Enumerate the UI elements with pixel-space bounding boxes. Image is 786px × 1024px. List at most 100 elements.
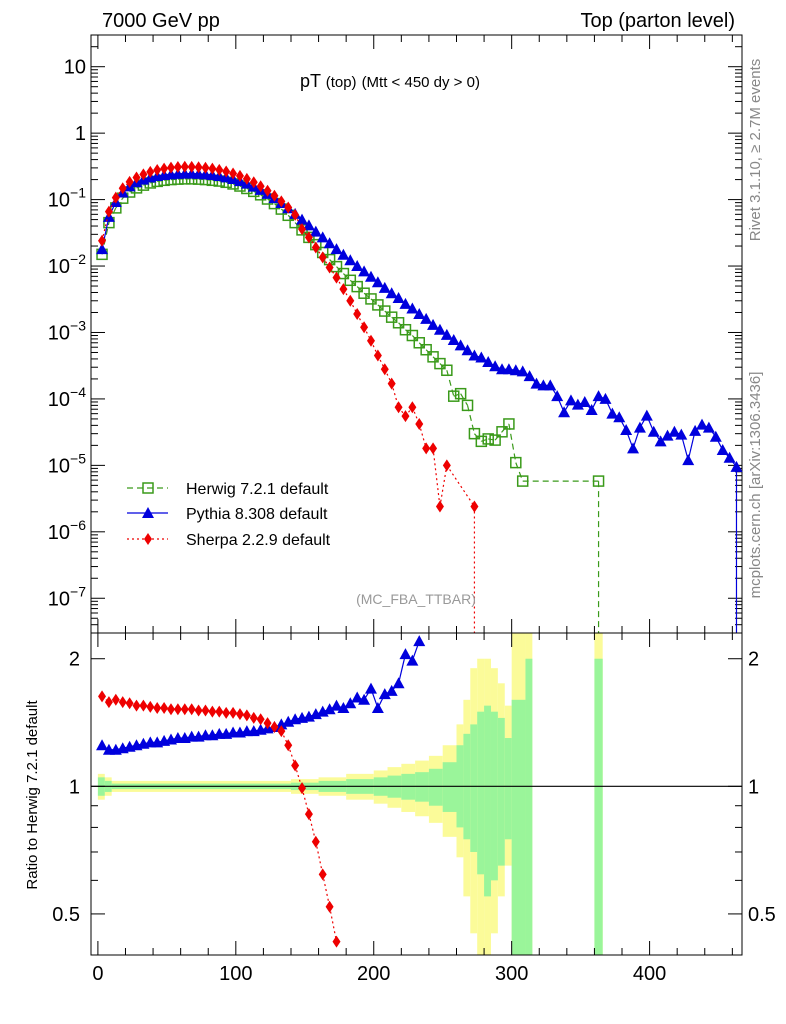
ratio-data-point [242, 709, 251, 722]
ratio-data-point [351, 691, 364, 703]
data-point [530, 377, 543, 389]
y-tick-label-exponent: −4 [70, 384, 86, 400]
main-axis-ticks [91, 34, 742, 634]
data-point [544, 379, 557, 391]
data-point [104, 205, 113, 218]
x-tick-labels: 0 100 200 300 400 [92, 963, 666, 985]
band-inner [477, 711, 485, 875]
data-point [461, 399, 474, 412]
ratio-data-point [406, 654, 419, 666]
ratio-data-point [187, 703, 196, 716]
ratio-data-point [104, 696, 113, 709]
ratio-plot: 0.5 0.5 1 1 2 2 0 100 200 300 400 Ratio to Herwig… [24, 632, 776, 985]
data-point [365, 293, 377, 305]
data-point [208, 162, 217, 175]
data-point [229, 167, 238, 180]
ratio-data-point [125, 697, 134, 710]
data-point [125, 175, 134, 188]
data-point [160, 162, 169, 175]
header-right: Top (parton level) [580, 10, 735, 32]
data-point [360, 321, 369, 334]
ratio-data-point [201, 704, 210, 717]
ratio-data-point [277, 725, 286, 738]
band-inner [497, 717, 505, 866]
data-point [379, 305, 391, 317]
band-inner [504, 738, 512, 840]
data-point [475, 435, 488, 448]
data-point [406, 329, 419, 342]
header-left: 7000 GeV pp [102, 10, 220, 32]
ratio-uncertainty-bands [91, 633, 742, 955]
data-point [413, 337, 426, 349]
data-point [111, 191, 120, 204]
series-line-segment [453, 393, 461, 397]
series-line-segment [488, 438, 496, 441]
plot-title-sub1: (top) [326, 74, 357, 91]
series-line-segment [446, 370, 455, 397]
y-tick-label-exponent: −2 [70, 251, 86, 267]
ratio-y-tick-label: 1 [69, 776, 80, 798]
ratio-data-point [153, 702, 162, 715]
series-line-segment [329, 259, 337, 268]
ratio-line-segment [287, 745, 296, 766]
data-point [242, 172, 251, 185]
data-point [318, 251, 327, 264]
data-point [96, 243, 109, 255]
ratio-data-point [304, 808, 313, 821]
data-point [371, 276, 384, 288]
series-line-segment [494, 431, 503, 441]
data-point [215, 163, 224, 176]
ratio-data-point [249, 711, 258, 724]
ratio-data-point [323, 703, 336, 715]
data-point [277, 195, 286, 208]
ratio-data-point [358, 693, 371, 705]
ratio-data-point [160, 702, 169, 715]
band-inner [525, 658, 533, 955]
data-point [427, 318, 440, 330]
legend-label: Pythia 8.308 default [186, 506, 328, 523]
ratio-y-tick-label-right: 1 [748, 776, 759, 798]
ratio-data-point [215, 705, 224, 718]
data-point [132, 171, 141, 184]
ratio-data-point [222, 706, 231, 719]
series-line-segment [481, 438, 489, 442]
data-point [344, 274, 357, 287]
ratio-data-point [332, 935, 341, 948]
data-point [364, 270, 377, 282]
data-point [482, 355, 495, 367]
y-tick-label-exponent: −1 [70, 185, 86, 201]
data-point [385, 287, 398, 299]
y-tick-label: 1 [75, 123, 86, 145]
data-point [470, 500, 479, 513]
ratio-series [96, 635, 426, 948]
series-line-segment [515, 462, 524, 482]
ratio-data-point [146, 700, 155, 713]
ratio-line-segment [329, 906, 338, 942]
data-point [413, 307, 426, 319]
data-point [344, 254, 357, 266]
data-point [118, 182, 127, 195]
series-line-segment [425, 349, 434, 358]
data-point [180, 160, 189, 173]
data-point [599, 392, 612, 404]
data-point [558, 406, 571, 418]
data-point [468, 427, 481, 440]
ratio-data-point [180, 703, 189, 716]
analysis-tag: (MC_FBA_TTBAR) [356, 591, 476, 607]
ratio-data-point [132, 699, 141, 712]
band-inner [442, 762, 457, 812]
data-point [654, 435, 667, 447]
data-point [380, 363, 389, 376]
data-point [435, 500, 444, 513]
data-point [489, 360, 502, 372]
ratio-data-point [298, 782, 307, 795]
data-point [696, 418, 709, 430]
ratio-data-point [364, 682, 377, 694]
data-point [620, 424, 633, 436]
y-tick-label: 10−5 [48, 450, 86, 477]
data-point [682, 454, 695, 466]
series-line-segment [473, 433, 482, 442]
x-tick-label: 200 [357, 963, 390, 985]
series-line-segment [432, 356, 441, 365]
